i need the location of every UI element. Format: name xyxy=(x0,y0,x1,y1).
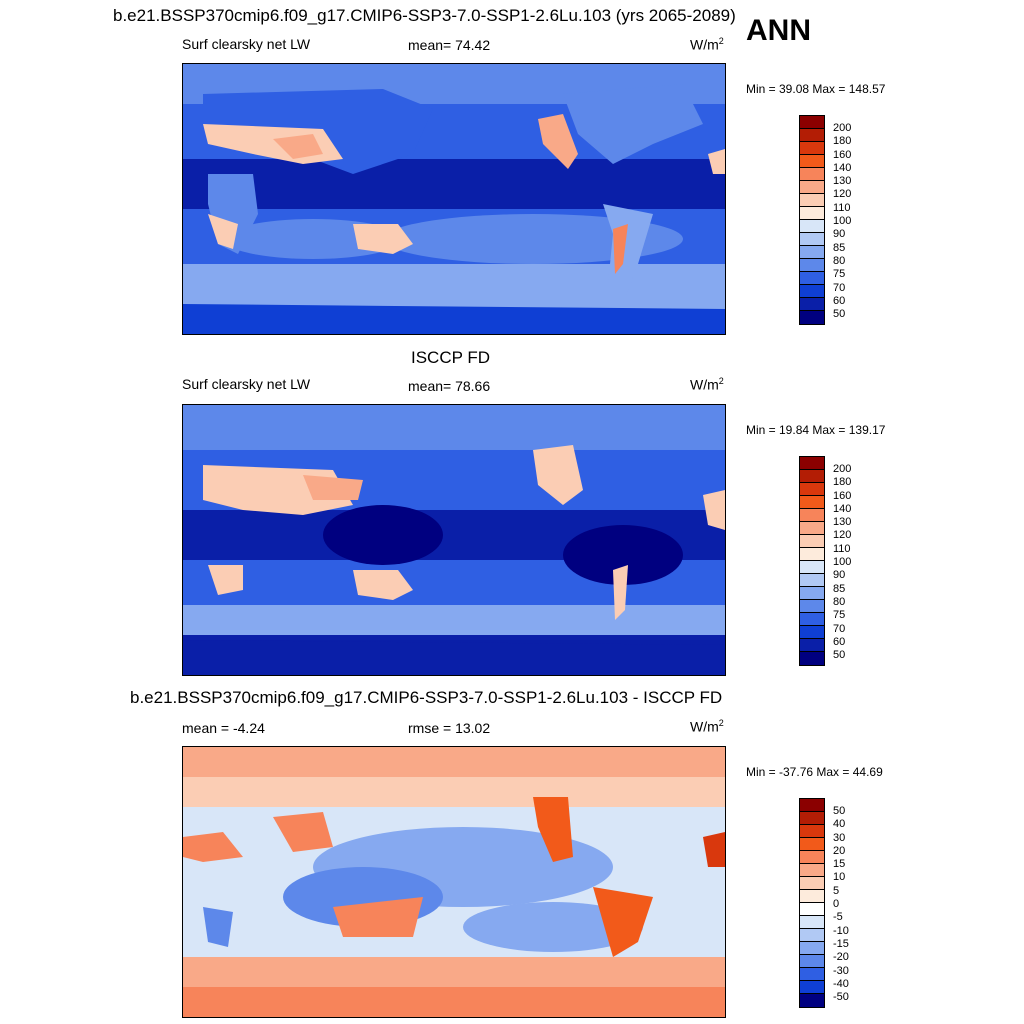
panel3-unit: W/m2 xyxy=(690,718,724,735)
panel3-map xyxy=(182,746,726,1018)
panel2-minmax: Min = 19.84 Max = 139.17 xyxy=(746,423,886,437)
panel2-variable-label: Surf clearsky net LW xyxy=(182,376,311,392)
panel3-minmax: Min = -37.76 Max = 44.69 xyxy=(746,765,883,779)
case-title: b.e21.BSSP370cmip6.f09_g17.CMIP6-SSP3-7.… xyxy=(113,6,736,25)
panel2-colorbar xyxy=(799,456,825,666)
panel2-title: ISCCP FD xyxy=(411,348,491,367)
panel1-variable-label: Surf clearsky net LW xyxy=(182,36,311,52)
panel3-rmse-label: rmse = 13.02 xyxy=(408,720,491,736)
panel2-colorbar-labels: 200 180 160 140 130 120 110 100 90 85 80 75 70 60 50 xyxy=(833,463,852,662)
panel1-map xyxy=(182,63,726,335)
panel1-unit: W/m2 xyxy=(690,36,724,53)
season-label: ANN xyxy=(746,14,811,47)
panel1-mean-label: mean= 74.42 xyxy=(408,37,491,53)
panel2-unit: W/m2 xyxy=(690,376,724,393)
panel3-colorbar xyxy=(799,798,825,1008)
panel3-title: b.e21.BSSP370cmip6.f09_g17.CMIP6-SSP3-7.… xyxy=(130,688,723,707)
panel3-mean-label: mean = -4.24 xyxy=(182,720,265,736)
panel1-colorbar-labels: 200 180 160 140 130 120 110 100 90 85 80 75 70 60 50 xyxy=(833,122,852,321)
panel2-mean-label: mean= 78.66 xyxy=(408,378,491,394)
panel2-map xyxy=(182,404,726,676)
panel1-minmax: Min = 39.08 Max = 148.57 xyxy=(746,82,886,96)
panel1-colorbar xyxy=(799,115,825,325)
panel3-colorbar-labels: 50 40 30 20 15 10 5 0 -5 -10 -15 -20 -30 -40 -50 xyxy=(833,805,849,1004)
